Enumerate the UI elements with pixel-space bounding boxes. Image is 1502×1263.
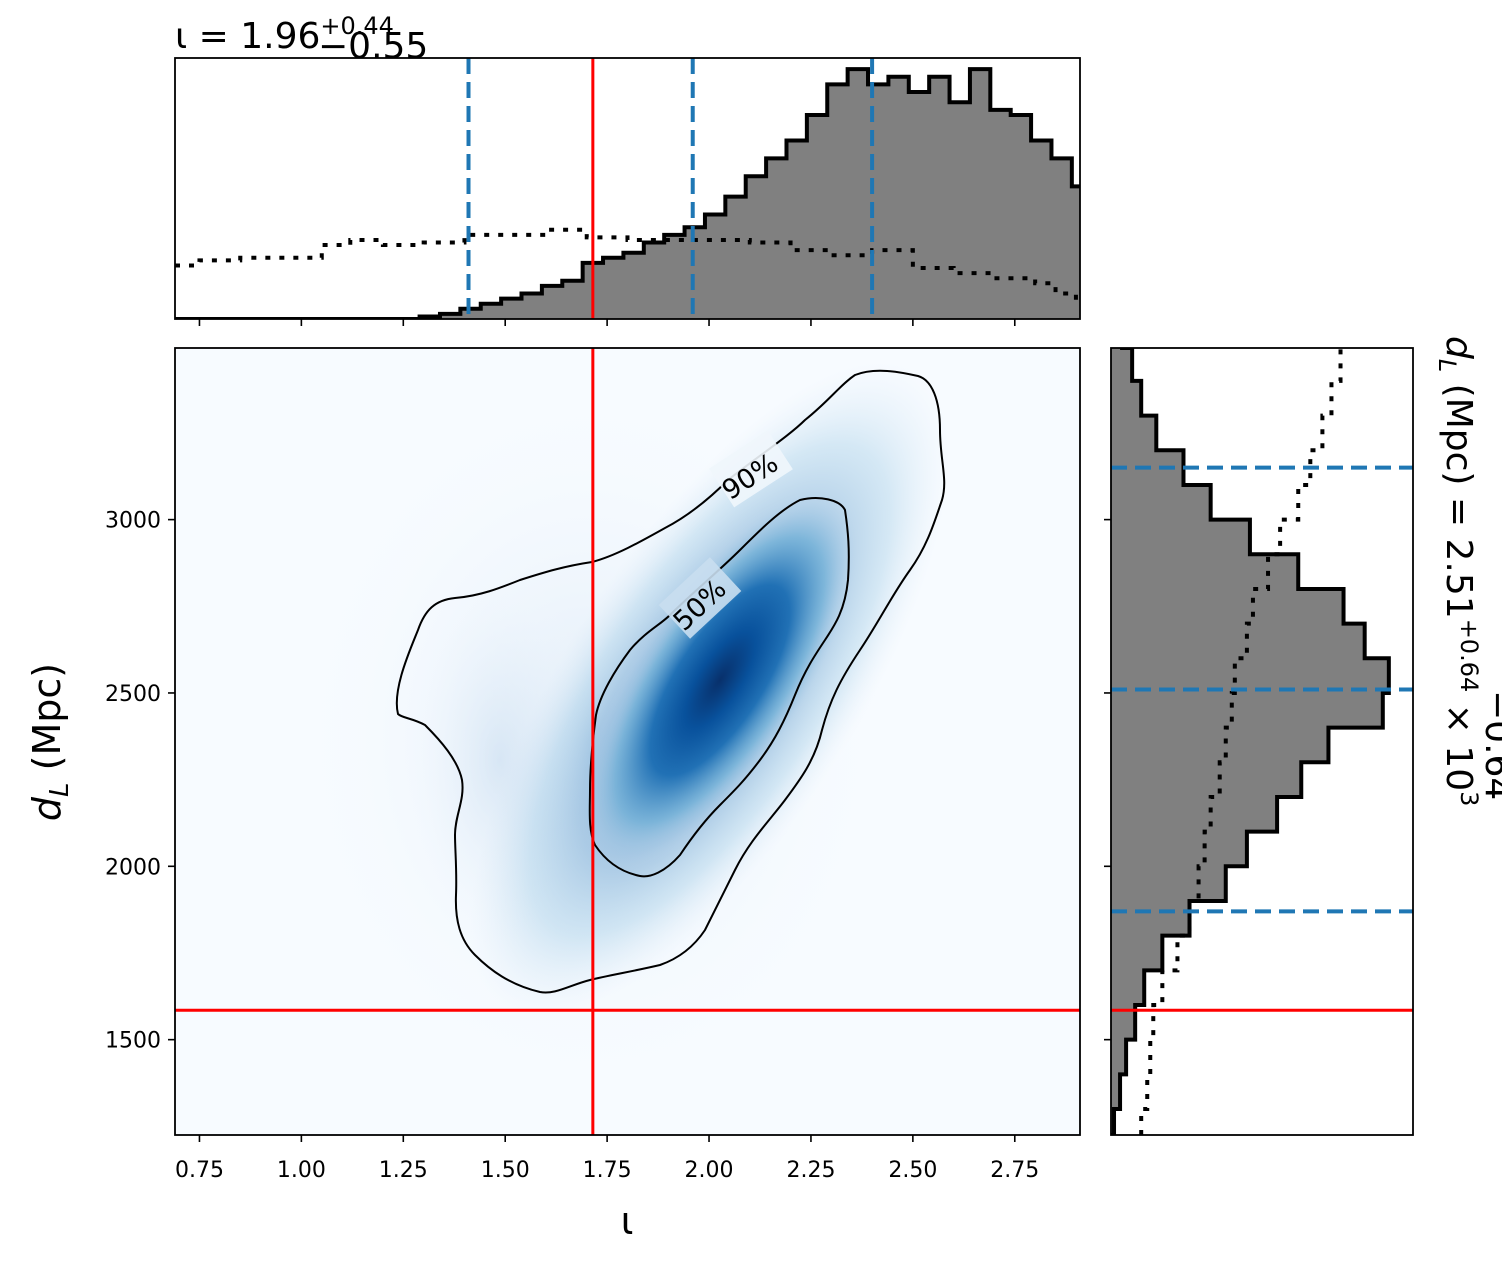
joint-panel: 90% 50% 0.75 1.00 1.25 1.50 1.75 2.00 2.25 2.50… bbox=[25, 347, 1081, 1243]
x-tick-label: 1.00 bbox=[277, 1158, 326, 1183]
contour-50-label-bg bbox=[658, 557, 742, 639]
joint-axes-frame bbox=[174, 347, 1081, 1136]
top-posterior-histogram-edge bbox=[175, 67, 1080, 319]
right-y-ticks bbox=[1104, 518, 1111, 1041]
x-tick-label: 0.75 bbox=[175, 1158, 224, 1183]
right-marginal-title-sub: −0.64 bbox=[1477, 690, 1502, 800]
right-posterior-histogram-fill bbox=[1111, 348, 1389, 1135]
x-tick-label: 1.50 bbox=[481, 1158, 530, 1183]
top-posterior-histogram-fill bbox=[175, 69, 1080, 319]
right-prior-histogram bbox=[1139, 348, 1347, 1135]
x-tick-label: 1.75 bbox=[583, 1158, 632, 1183]
y-tick-label: 3000 bbox=[105, 509, 161, 534]
right-marginal-title: dL (Mpc) = 2.51+0.64 × 103 bbox=[1433, 336, 1483, 806]
y-tick-label: 2500 bbox=[105, 682, 161, 707]
x-tick-label: 2.50 bbox=[888, 1158, 937, 1183]
y-tick-label: 2000 bbox=[105, 855, 161, 880]
x-axis-label: ι bbox=[621, 1199, 634, 1243]
contour-90-label-bg bbox=[709, 430, 793, 508]
x-tick-label: 2.00 bbox=[685, 1158, 734, 1183]
right-axes-frame bbox=[1110, 347, 1414, 1136]
right-marginal-panel: dL (Mpc) = 2.51+0.64 × 103 −0.64 bbox=[1104, 336, 1502, 1136]
y-axis-label: dL (Mpc) bbox=[25, 663, 75, 821]
top-marginal-title-sub: −0.55 bbox=[318, 26, 428, 67]
joint-y-ticks: 1500 2000 2500 3000 bbox=[105, 509, 175, 1054]
top-x-ticks bbox=[198, 319, 1016, 326]
top-marginal-title: ι = 1.96+0.44 bbox=[175, 12, 394, 57]
y-tick-label: 1500 bbox=[105, 1029, 161, 1054]
contour-90 bbox=[395, 369, 946, 994]
top-marginal-panel: ι = 1.96+0.44 −0.55 bbox=[174, 12, 1081, 326]
x-tick-label: 2.25 bbox=[786, 1158, 835, 1183]
top-axes-frame bbox=[174, 57, 1081, 320]
joint-density-core bbox=[580, 489, 860, 871]
x-tick-label: 1.25 bbox=[379, 1158, 428, 1183]
top-prior-histogram bbox=[175, 227, 1078, 307]
joint-x-ticks: 0.75 1.00 1.25 1.50 1.75 2.00 2.25 2.50 2.75 bbox=[175, 1135, 1039, 1183]
x-tick-label: 2.75 bbox=[990, 1158, 1039, 1183]
